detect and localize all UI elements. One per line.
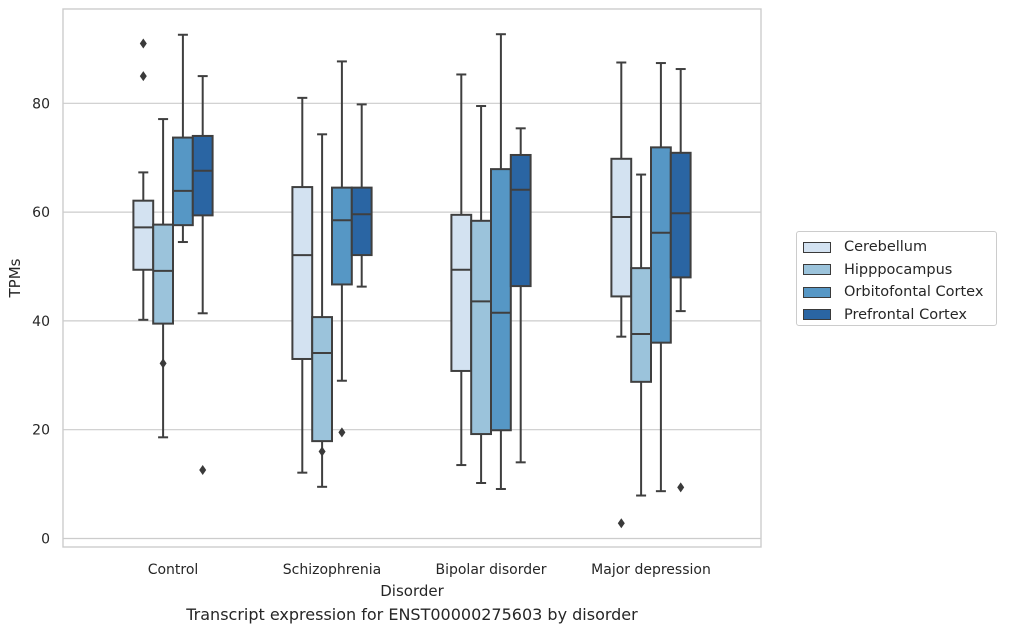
x-axis-label: Disorder xyxy=(380,582,444,600)
outlier-point xyxy=(677,482,685,493)
legend-swatch xyxy=(803,241,831,253)
legend-swatch xyxy=(803,264,831,276)
legend-item: Prefrontal Cortex xyxy=(803,304,996,327)
x-tick-label: Schizophrenia xyxy=(283,562,381,578)
outlier-point xyxy=(617,518,625,529)
box-iqr xyxy=(450,213,473,372)
y-axis-label: TPMs xyxy=(6,258,24,298)
legend-item: Cerebellum xyxy=(803,236,996,259)
chart-caption: Transcript expression for ENST0000027560… xyxy=(186,605,638,624)
x-tick-label: Major depression xyxy=(591,562,711,578)
legend-swatch xyxy=(803,286,831,298)
y-tick-label: 80 xyxy=(32,96,50,112)
box-2-3 xyxy=(509,127,532,464)
outlier-point xyxy=(199,464,207,475)
box-iqr xyxy=(650,146,672,344)
y-tick-label: 60 xyxy=(32,205,50,221)
box-iqr xyxy=(350,186,373,257)
box-2-2 xyxy=(490,33,512,490)
box-iqr xyxy=(291,186,314,360)
legend-item: Hipppocampus xyxy=(803,259,996,282)
box-1-1 xyxy=(311,133,334,488)
box-0-2 xyxy=(172,33,194,244)
box-0-1 xyxy=(152,118,174,439)
box-3-0 xyxy=(610,61,633,529)
box-iqr xyxy=(509,153,532,288)
box-iqr xyxy=(490,168,512,432)
outlier-point xyxy=(318,446,326,457)
legend-label: Hipppocampus xyxy=(844,261,953,278)
y-tick-label: 0 xyxy=(41,532,50,548)
box-1-2 xyxy=(331,60,353,438)
legend-label: Orbitofontal Cortex xyxy=(844,284,984,301)
box-iqr xyxy=(331,186,353,286)
x-tick-label: Control xyxy=(148,562,199,578)
box-0-3 xyxy=(191,75,214,475)
box-iqr xyxy=(152,223,174,325)
box-iqr xyxy=(630,267,653,383)
box-iqr xyxy=(669,151,692,279)
box-iqr xyxy=(311,316,334,443)
legend-label: Cerebellum xyxy=(844,239,928,256)
box-iqr xyxy=(610,157,633,298)
y-tick-label: 40 xyxy=(32,314,50,330)
box-iqr xyxy=(191,134,214,217)
y-tick-label: 20 xyxy=(32,423,50,439)
legend-item: Orbitofontal Cortex xyxy=(803,281,996,304)
legend-swatch xyxy=(803,309,831,321)
box-iqr xyxy=(470,219,493,436)
outlier-point xyxy=(139,71,147,82)
x-tick-label: Bipolar disorder xyxy=(435,562,546,578)
box-2-0 xyxy=(450,73,473,467)
legend-label: Prefrontal Cortex xyxy=(844,306,967,323)
box-iqr xyxy=(172,136,194,227)
box-1-0 xyxy=(291,96,314,474)
box-iqr xyxy=(132,199,155,271)
box-3-1 xyxy=(630,173,653,497)
outlier-point xyxy=(159,358,167,369)
box-3-3 xyxy=(669,68,692,493)
outlier-point xyxy=(338,427,346,438)
outlier-point xyxy=(139,38,147,49)
box-1-3 xyxy=(350,103,373,288)
chart-legend: Cerebellum Hipppocampus Orbitofontal Corte… xyxy=(796,231,997,326)
